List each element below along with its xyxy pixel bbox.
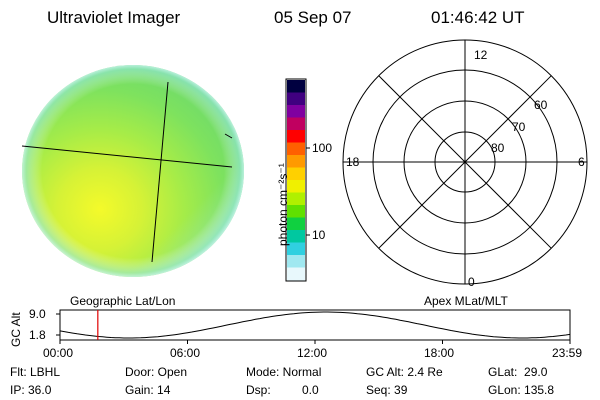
- altitude-xtick-label-0000: 00:00: [43, 346, 74, 360]
- gc-alt-info: GC Alt: 2.4 Re: [366, 365, 443, 379]
- date-label: 05 Sep 07: [274, 8, 352, 27]
- color-bar-band: [287, 142, 305, 156]
- colorbar-unit-label: photon cm⁻²s⁻¹: [276, 163, 290, 246]
- color-bar-band: [287, 242, 305, 256]
- geo-lat-line: [21, 145, 233, 168]
- mlt-label-18: 18: [346, 155, 360, 169]
- colorbar-tick-label-10: 10: [312, 228, 326, 242]
- altitude-plot-frame: [59, 309, 571, 341]
- colorbar-tick-label-100: 100: [312, 141, 333, 155]
- altitude-xtick-label-0600: 06:00: [170, 346, 201, 360]
- altitude-curve: [59, 311, 571, 339]
- geographic-projection-label: Geographic Lat/Lon: [70, 294, 176, 308]
- color-bar-band: [287, 205, 305, 219]
- door-info: Door: Open: [125, 365, 188, 379]
- altitude-xtick-label-1200: 12:00: [297, 346, 328, 360]
- dsp-info-label: Dsp:: [246, 383, 271, 397]
- altitude-xtick-label-2359: 23:59: [552, 346, 583, 360]
- mlt-label-12: 12: [474, 48, 488, 62]
- altitude-xtick-label-1800: 18:00: [424, 346, 455, 360]
- color-bar-band: [287, 230, 305, 244]
- color-bar-frame: [285, 78, 307, 282]
- geo-tick-mark: [224, 133, 233, 139]
- uv-image-panel: [21, 65, 244, 277]
- color-bar-band: [287, 217, 305, 231]
- time-label: 01:46:42 UT: [431, 8, 525, 27]
- mlt-label-0: 0: [468, 275, 475, 289]
- color-bar-band: [287, 130, 305, 144]
- filter-info: Flt: LBHL: [10, 365, 61, 379]
- glon-info: GLon: 135.8: [488, 383, 555, 397]
- seq-info: Seq: 39: [366, 383, 408, 397]
- color-bar-band: [287, 92, 305, 106]
- glat-info: GLat: 29.0: [488, 365, 548, 379]
- gain-info: Gain: 14: [125, 383, 171, 397]
- mlat-label-80: 80: [491, 141, 505, 155]
- color-bar-band: [287, 117, 305, 131]
- ip-info: IP: 36.0: [10, 383, 52, 397]
- color-bar-band: [287, 180, 305, 194]
- instrument-title: Ultraviolet Imager: [47, 8, 181, 27]
- altitude-plot: [56, 309, 571, 344]
- dsp-info-value: 0.0: [302, 383, 319, 397]
- color-bar-band: [287, 267, 305, 281]
- mode-info: Mode: Normal: [246, 365, 322, 379]
- color-bar-band: [287, 155, 305, 169]
- mlt-label-6: 6: [578, 155, 585, 169]
- polar-grid: [342, 39, 588, 285]
- color-bar: [287, 80, 305, 281]
- color-bar-band: [287, 167, 305, 181]
- mlat-label-60: 60: [534, 98, 548, 112]
- altitude-ytick-label-1.8: 1.8: [29, 328, 46, 342]
- color-bar-band: [287, 80, 305, 94]
- color-bar-band: [287, 255, 305, 269]
- geo-lon-line: [151, 81, 169, 263]
- color-bar-band: [287, 192, 305, 206]
- polar-diagonal-2: [378, 75, 552, 249]
- color-bar-band: [287, 105, 305, 119]
- disk-limb: [22, 65, 244, 277]
- apex-projection-label: Apex MLat/MLT: [424, 294, 508, 308]
- mlat-label-70: 70: [512, 120, 526, 134]
- altitude-ylabel: GC Alt: [9, 312, 23, 347]
- altitude-ytick-label-9: 9.0: [29, 307, 46, 321]
